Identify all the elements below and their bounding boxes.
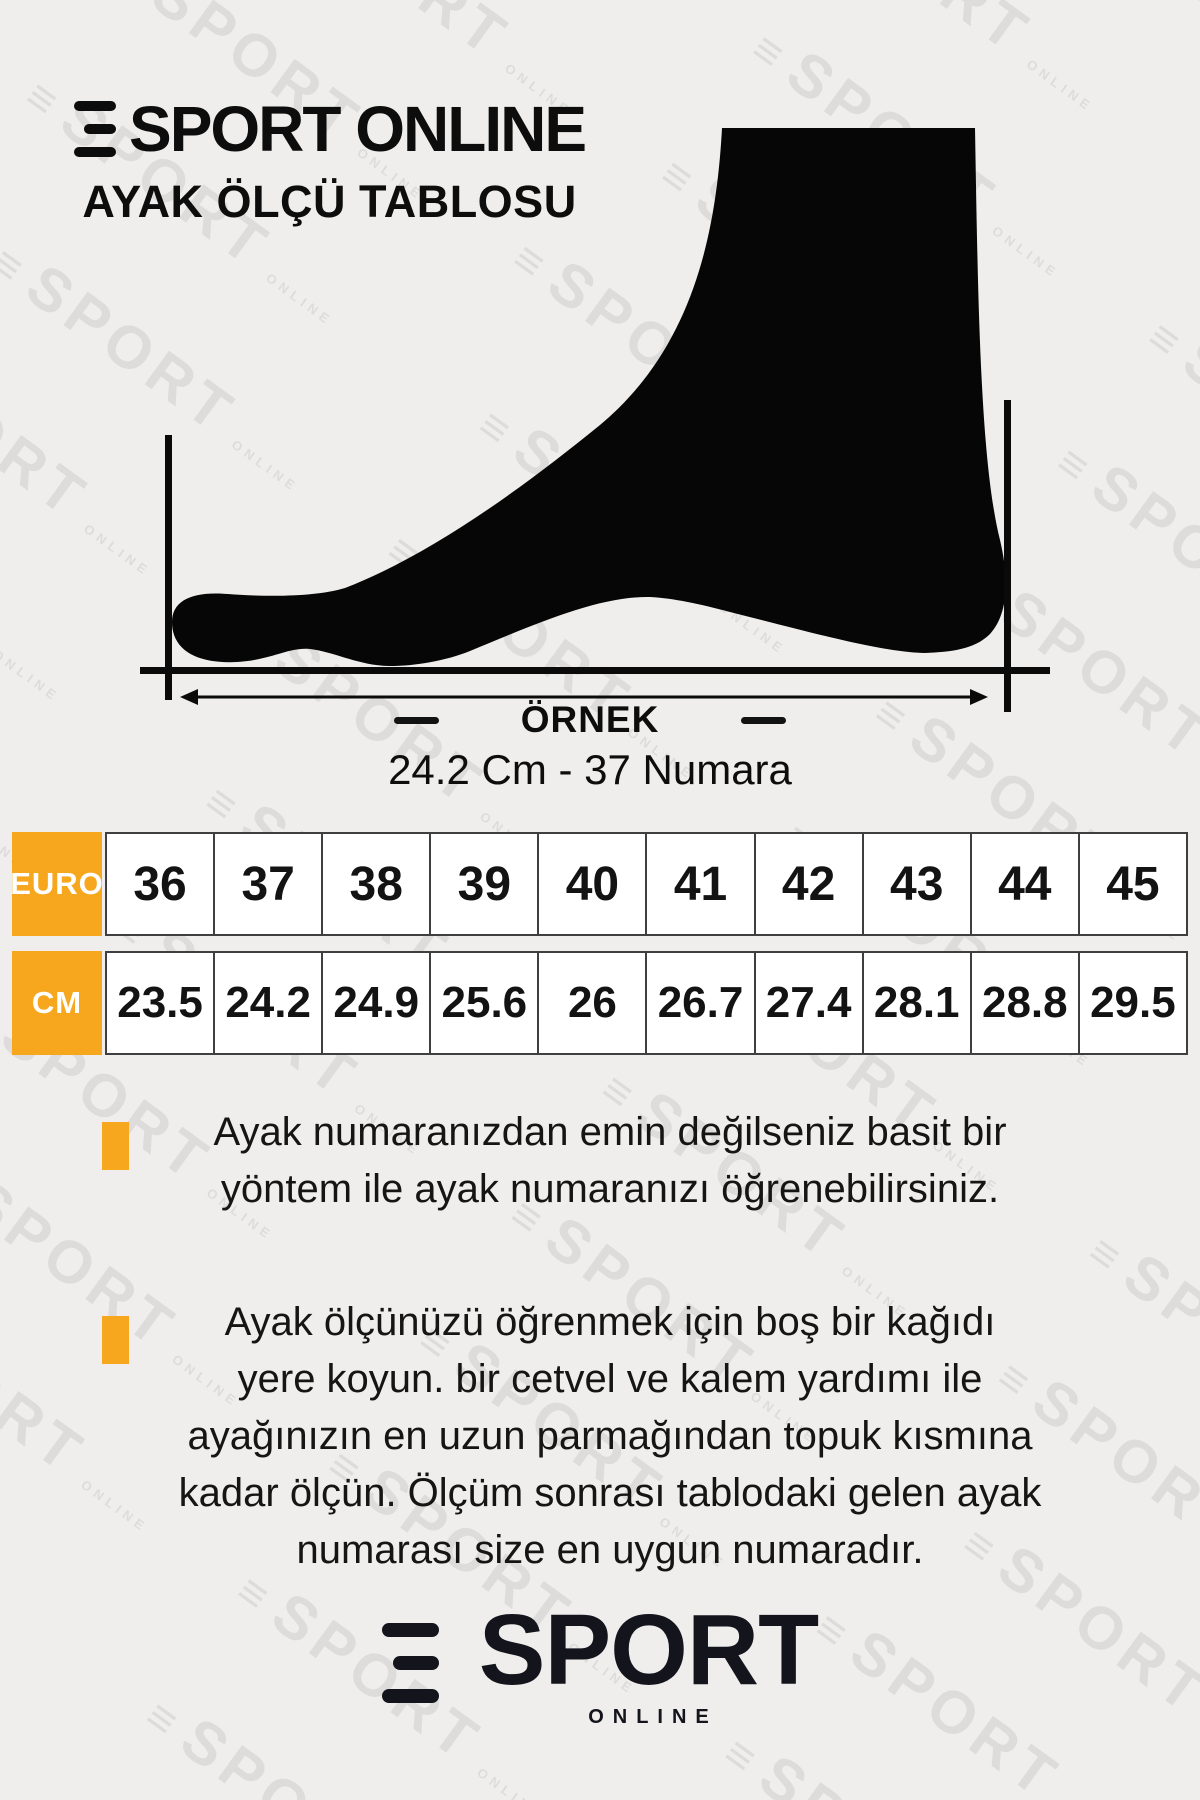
cm-cell: 27.4	[753, 953, 862, 1053]
watermark-bars-icon: ≡	[714, 1726, 767, 1785]
note-line: yere koyun. bir cetvel ve kalem yardımı …	[237, 1357, 983, 1401]
euro-cell: 40	[537, 834, 645, 934]
bar-middle	[84, 124, 116, 135]
note-2: Ayak ölçünüzü öğrenmek için boş bir kağı…	[80, 1294, 1140, 1579]
foot-illustration	[140, 128, 1050, 712]
note-1: Ayak numaranızdan emin değilseniz basit …	[80, 1104, 1140, 1218]
watermark-sub: ONLINE	[474, 1764, 548, 1800]
note-line: kadar ölçün. Ölçüm sonrası tablodaki gel…	[178, 1471, 1042, 1515]
ground-line	[140, 667, 1050, 674]
orange-bullet	[102, 1316, 129, 1364]
example-label: ÖRNEK	[520, 699, 660, 740]
cm-cell: 28.1	[861, 953, 970, 1053]
euro-row-label: EURO	[10, 832, 103, 936]
cm-cell: 28.8	[969, 953, 1078, 1053]
brand-bars-icon	[381, 1623, 439, 1703]
euro-row: EURO 36 37 38 39 40 41 42 43 44 45	[10, 832, 1188, 936]
cm-row-label: CM	[12, 951, 102, 1055]
cm-row: CM 23.5 24.2 24.9 25.6 26 26.7 27.4 28.1 28.8 29.…	[12, 951, 1188, 1055]
header-logo: SPORT ONLINE AYAK ÖLÇÜ TABLOSU	[74, 93, 587, 228]
brand-title: SPORT ONLINE	[129, 93, 587, 165]
euro-cell: 43	[861, 834, 970, 934]
note-line: numarası size en uygun numaradır.	[296, 1528, 924, 1572]
footer-brand: SPORT	[478, 1594, 819, 1706]
bar-top	[74, 101, 116, 112]
note-line: Ayak numaranızdan emin değilseniz basit …	[213, 1110, 1007, 1154]
page-title: AYAK ÖLÇÜ TABLOSU	[82, 176, 577, 228]
note-2-lines: Ayak ölçünüzü öğrenmek için boş bir kağı…	[80, 1294, 1140, 1579]
euro-cell: 42	[753, 834, 862, 934]
note-line: yöntem ile ayak numaranızı öğrenebilirsi…	[220, 1167, 1000, 1211]
cm-cell: 29.5	[1077, 953, 1186, 1053]
euro-cells: 36 37 38 39 40 41 42 43 44 45	[105, 832, 1188, 936]
bar-top	[381, 1623, 439, 1637]
cm-cell: 24.2	[213, 953, 321, 1053]
note-line: Ayak ölçünüzü öğrenmek için boş bir kağı…	[224, 1300, 996, 1344]
orange-bullet	[102, 1122, 129, 1170]
euro-cell: 38	[321, 834, 429, 934]
bar-bottom	[381, 1689, 439, 1703]
cm-cell: 25.6	[429, 953, 537, 1053]
euro-cell: 39	[429, 834, 537, 934]
note-1-lines: Ayak numaranızdan emin değilseniz basit …	[80, 1104, 1140, 1218]
example-value: 24.2 Cm - 37 Numara	[388, 746, 792, 793]
watermark-bars-icon: ≡	[1078, 1224, 1132, 1283]
arrow-head-right	[970, 689, 988, 705]
cm-cell: 26	[537, 953, 645, 1053]
cm-cells: 23.5 24.2 24.9 25.6 26 26.7 27.4 28.1 28.8 29.5	[105, 951, 1188, 1055]
example-block: ÖRNEK 24.2 Cm - 37 Numara	[0, 699, 1180, 794]
euro-cell: 36	[133, 857, 187, 911]
arrow-head-left	[180, 689, 198, 705]
right-measure-line	[1004, 400, 1011, 712]
brand-bars-icon	[74, 101, 116, 158]
dash-right	[741, 716, 787, 724]
euro-cell: 37	[213, 834, 321, 934]
left-measure-line	[165, 435, 172, 700]
cm-cell: 24.9	[321, 953, 429, 1053]
footer-sub: ONLINE	[588, 1706, 718, 1728]
dash-left	[393, 716, 439, 724]
cm-cell: 26.7	[645, 953, 753, 1053]
footer-logo: SPORT ONLINE	[0, 1600, 1200, 1729]
size-table: EURO 36 37 38 39 40 41 42 43 44 45 CM 23.5 24.2 24.…	[10, 832, 1188, 1055]
euro-cell: 44	[969, 834, 1078, 934]
bar-middle	[392, 1656, 439, 1670]
foot-silhouette	[172, 128, 1006, 666]
note-line: ayağınızın en uzun parmağından topuk kıs…	[187, 1414, 1033, 1458]
euro-cell: 45	[1077, 834, 1186, 934]
bar-bottom	[74, 147, 116, 158]
cm-cell: 23.5	[117, 978, 203, 1027]
euro-cell: 41	[645, 834, 753, 934]
